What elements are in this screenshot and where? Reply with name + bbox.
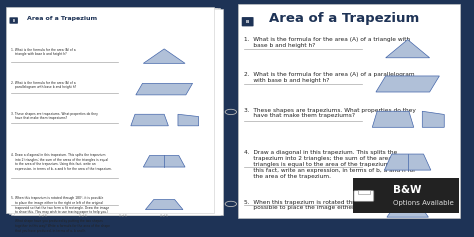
Polygon shape (143, 155, 185, 167)
Polygon shape (376, 76, 439, 92)
Polygon shape (131, 114, 168, 126)
Text: Options Available: Options Available (393, 200, 454, 206)
Text: 2. What is the formula for the area (A) of a
    parallelogram with base b and h: 2. What is the formula for the area (A) … (11, 81, 77, 90)
FancyBboxPatch shape (358, 190, 370, 194)
Text: 4.  Draw a diagonal in this trapezium. This splits the
     trapezium into 2 tri: 4. Draw a diagonal in this trapezium. Th… (244, 150, 415, 178)
FancyBboxPatch shape (353, 178, 459, 213)
Polygon shape (387, 203, 428, 217)
FancyBboxPatch shape (14, 9, 223, 215)
FancyBboxPatch shape (9, 17, 18, 24)
FancyBboxPatch shape (354, 191, 374, 201)
Text: 2.  What is the formula for the area (A) of a parallelogram
     with base b and: 2. What is the formula for the area (A) … (244, 72, 414, 83)
Text: 1. What is the formula for the area (A) of a
    triangle with base b and height: 1. What is the formula for the area (A) … (11, 48, 76, 56)
Text: 1 of 6: 1 of 6 (39, 214, 46, 218)
Polygon shape (136, 83, 192, 95)
Polygon shape (422, 111, 444, 127)
Polygon shape (178, 114, 199, 126)
Text: 5.  When this trapezium is rotated through 180°, it is
     possible to place th: 5. When this trapezium is rotated throug… (244, 200, 408, 210)
Text: B&W: B&W (393, 186, 422, 196)
Text: B: B (13, 18, 15, 23)
Text: 4 of 6: 4 of 6 (160, 214, 167, 218)
Text: B: B (246, 20, 249, 24)
Polygon shape (146, 200, 183, 210)
Polygon shape (384, 154, 431, 170)
Polygon shape (372, 111, 414, 127)
Text: 3.  These shapes are trapeziums. What properties do they
     have that make the: 3. These shapes are trapeziums. What pro… (244, 108, 416, 118)
Text: 3. These shapes are trapeziums. What properties do they
    have that make them : 3. These shapes are trapeziums. What pro… (11, 112, 98, 120)
FancyBboxPatch shape (238, 4, 460, 218)
Text: Area of a Trapezium: Area of a Trapezium (269, 12, 419, 25)
FancyBboxPatch shape (11, 9, 220, 214)
Text: 3 of 6: 3 of 6 (119, 214, 127, 218)
Polygon shape (143, 49, 185, 63)
FancyBboxPatch shape (6, 7, 214, 213)
Text: 2 of 6: 2 of 6 (79, 214, 87, 218)
Text: 5. When this trapezium is rotated through 180°, it is possible
    to place the : 5. When this trapezium is rotated throug… (11, 196, 110, 232)
Text: Area of a Trapezium: Area of a Trapezium (27, 16, 97, 21)
FancyBboxPatch shape (242, 17, 254, 26)
Text: 1.  What is the formula for the area (A) of a triangle with
     base b and heig: 1. What is the formula for the area (A) … (244, 37, 410, 48)
Text: 4. Draw a diagonal in this trapezium. This splits the trapezium
    into 2 trian: 4. Draw a diagonal in this trapezium. Th… (11, 153, 112, 171)
FancyBboxPatch shape (9, 8, 217, 214)
Polygon shape (386, 40, 429, 58)
